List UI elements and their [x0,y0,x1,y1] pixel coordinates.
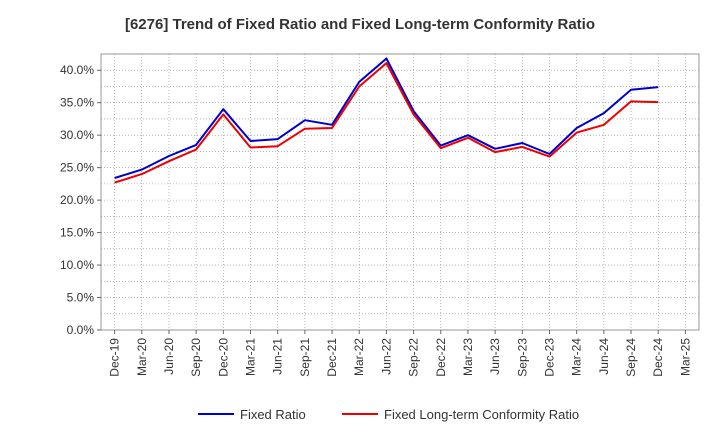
x-tick-label: Jun-21 [271,338,285,375]
x-tick-label: Sep-24 [624,338,638,377]
x-tick-label: Sep-22 [407,338,421,377]
x-tick-label: Sep-20 [189,338,203,377]
series-line-1 [114,57,659,179]
x-tick-label: Mar-24 [570,338,584,376]
x-tick-label: Dec-19 [108,338,122,377]
x-tick-label: Jun-20 [162,338,176,375]
x-tick-label: Mar-23 [461,338,475,376]
x-tick-label: Jun-23 [488,338,502,375]
x-tick-label: Dec-21 [325,338,339,377]
y-tick-label: 20.0% [60,193,94,207]
x-tick-label: Dec-23 [543,338,557,377]
y-tick-label: 15.0% [60,226,94,240]
y-tick-label: 0.0% [67,323,95,337]
y-tick-label: 35.0% [60,96,94,110]
y-tick-label: 5.0% [67,291,95,305]
y-tick-label: 10.0% [60,258,94,272]
legend-label-1: Fixed Ratio [240,407,306,422]
x-tick-label: Mar-25 [678,338,692,376]
y-tick-label: 25.0% [60,161,94,175]
plot-area [100,53,700,331]
x-tick-label: Sep-21 [298,338,312,377]
series-layer [114,57,659,184]
grid-lines [101,53,699,331]
legend: Fixed Ratio Fixed Long-term Conformity Ra… [198,407,579,422]
y-tick-label: 30.0% [60,128,94,142]
y-axis-ticks: 0.0% 5.0% 10.0% 15.0% 20.0% 25.0% 30.0% 35.0% 40… [60,63,101,337]
x-tick-label: Dec-24 [651,338,665,377]
y-tick-label: 40.0% [60,63,94,77]
x-tick-label: Dec-20 [216,338,230,377]
x-tick-label: Mar-22 [352,338,366,376]
legend-label-2: Fixed Long-term Conformity Ratio [384,407,579,422]
x-tick-label: Mar-21 [244,338,258,376]
x-axis-ticks: Dec-19 Mar-20 Jun-20 Sep-20 Dec-20 Mar-21 Jun-… [108,330,692,377]
chart-title: [6276] Trend of Fixed Ratio and Fixed Lo… [125,16,595,33]
x-tick-label: Jun-22 [379,338,393,375]
x-tick-label: Dec-22 [434,338,448,377]
x-tick-label: Mar-20 [135,338,149,376]
series-line-2 [114,62,659,184]
x-tick-label: Sep-23 [515,338,529,377]
x-tick-label: Jun-24 [597,338,611,375]
